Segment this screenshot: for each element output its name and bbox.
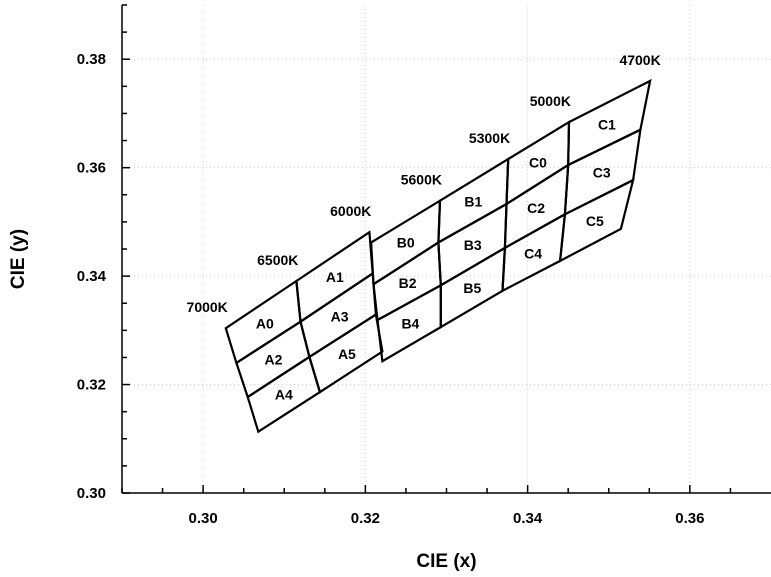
axes [121, 5, 771, 494]
bin-a5-polygon [308, 312, 384, 394]
y-tick-label: 0.30 [77, 485, 106, 502]
y-tick-label: 0.36 [77, 160, 106, 177]
cct-label: 4700K [619, 52, 660, 68]
chart-labels: 0.30 0.32 0.34 0.36 0.30 0.32 0.34 0.36 0.38 A0 A1… [77, 51, 705, 527]
bin-label: C0 [529, 155, 547, 171]
bin-label: A2 [265, 352, 283, 368]
axis-ticks [121, 4, 732, 494]
cct-label: 5300K [469, 130, 510, 146]
bin-label: B1 [464, 194, 482, 210]
cct-label: 5000K [530, 93, 571, 109]
bin-c5-polygon [558, 178, 635, 263]
bin-label: B0 [397, 235, 415, 251]
bin-label: C5 [586, 213, 604, 229]
x-tick-label: 0.32 [351, 510, 380, 527]
y-tick-label: 0.34 [77, 268, 107, 285]
bin-label: A3 [331, 309, 349, 325]
x-axis-label: CIE (x) [416, 551, 476, 572]
cct-label: 5600K [401, 172, 442, 188]
bin-label: C2 [527, 200, 545, 216]
x-tick-label: 0.30 [189, 510, 218, 527]
y-tick-label: 0.32 [77, 377, 106, 394]
x-tick-label: 0.34 [513, 510, 543, 527]
bin-label: C4 [524, 246, 542, 262]
cct-label: 6500K [257, 252, 298, 268]
bin-label: B4 [401, 315, 419, 331]
bin-polygons [224, 78, 652, 434]
cct-label: 6000K [330, 203, 371, 219]
y-tick-label: 0.38 [77, 51, 106, 68]
bin-label: A1 [326, 269, 344, 285]
bin-label: A5 [338, 346, 356, 362]
grid-lines [122, 5, 771, 494]
bin-label: B2 [399, 275, 417, 291]
bin-label: A4 [275, 387, 293, 403]
cct-label: 7000K [187, 299, 228, 315]
y-axis-label: CIE (y) [8, 229, 29, 289]
x-tick-label: 0.36 [675, 510, 704, 527]
bin-label: B5 [463, 280, 481, 296]
bin-label: C3 [593, 164, 611, 180]
bin-label: B3 [464, 237, 482, 253]
bin-label: A0 [256, 315, 274, 331]
bin-label: C1 [598, 116, 616, 132]
